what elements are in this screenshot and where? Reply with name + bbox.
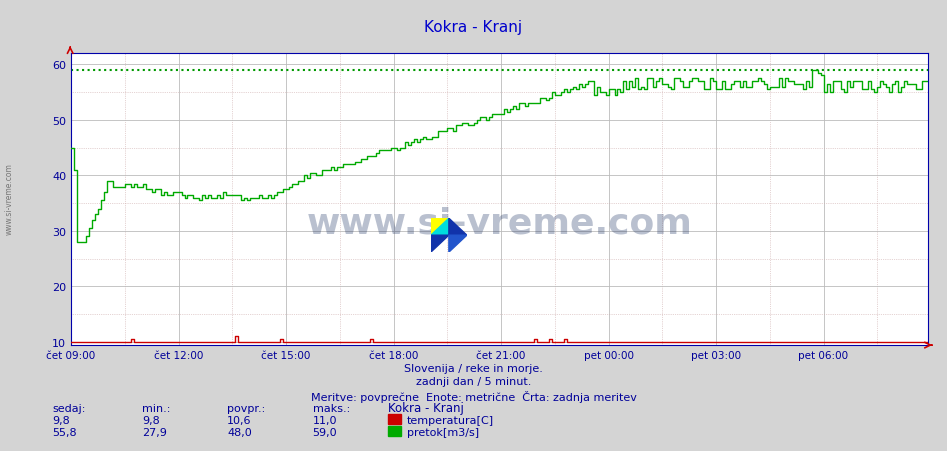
Text: 55,8: 55,8 xyxy=(52,427,77,437)
Text: 11,0: 11,0 xyxy=(313,415,337,425)
Text: maks.:: maks.: xyxy=(313,403,349,413)
Polygon shape xyxy=(431,235,449,253)
Text: zadnji dan / 5 minut.: zadnji dan / 5 minut. xyxy=(416,377,531,387)
Text: sedaj:: sedaj: xyxy=(52,403,85,413)
Text: www.si-vreme.com: www.si-vreme.com xyxy=(307,206,692,240)
Text: Meritve: povprečne  Enote: metrične  Črta: zadnja meritev: Meritve: povprečne Enote: metrične Črta:… xyxy=(311,390,636,402)
Text: Kokra - Kranj: Kokra - Kranj xyxy=(424,20,523,35)
Text: povpr.:: povpr.: xyxy=(227,403,265,413)
Polygon shape xyxy=(431,219,449,235)
Polygon shape xyxy=(431,219,449,235)
Text: 59,0: 59,0 xyxy=(313,427,337,437)
Polygon shape xyxy=(449,235,467,253)
Text: Kokra - Kranj: Kokra - Kranj xyxy=(388,401,464,414)
Text: 9,8: 9,8 xyxy=(52,415,70,425)
Text: 48,0: 48,0 xyxy=(227,427,252,437)
Text: pretok[m3/s]: pretok[m3/s] xyxy=(407,427,479,437)
Polygon shape xyxy=(449,219,467,235)
Text: Slovenija / reke in morje.: Slovenija / reke in morje. xyxy=(404,363,543,373)
Text: 27,9: 27,9 xyxy=(142,427,167,437)
Text: 9,8: 9,8 xyxy=(142,415,160,425)
Text: temperatura[C]: temperatura[C] xyxy=(407,415,494,425)
Text: 10,6: 10,6 xyxy=(227,415,252,425)
Text: www.si-vreme.com: www.si-vreme.com xyxy=(5,162,14,235)
Text: min.:: min.: xyxy=(142,403,170,413)
